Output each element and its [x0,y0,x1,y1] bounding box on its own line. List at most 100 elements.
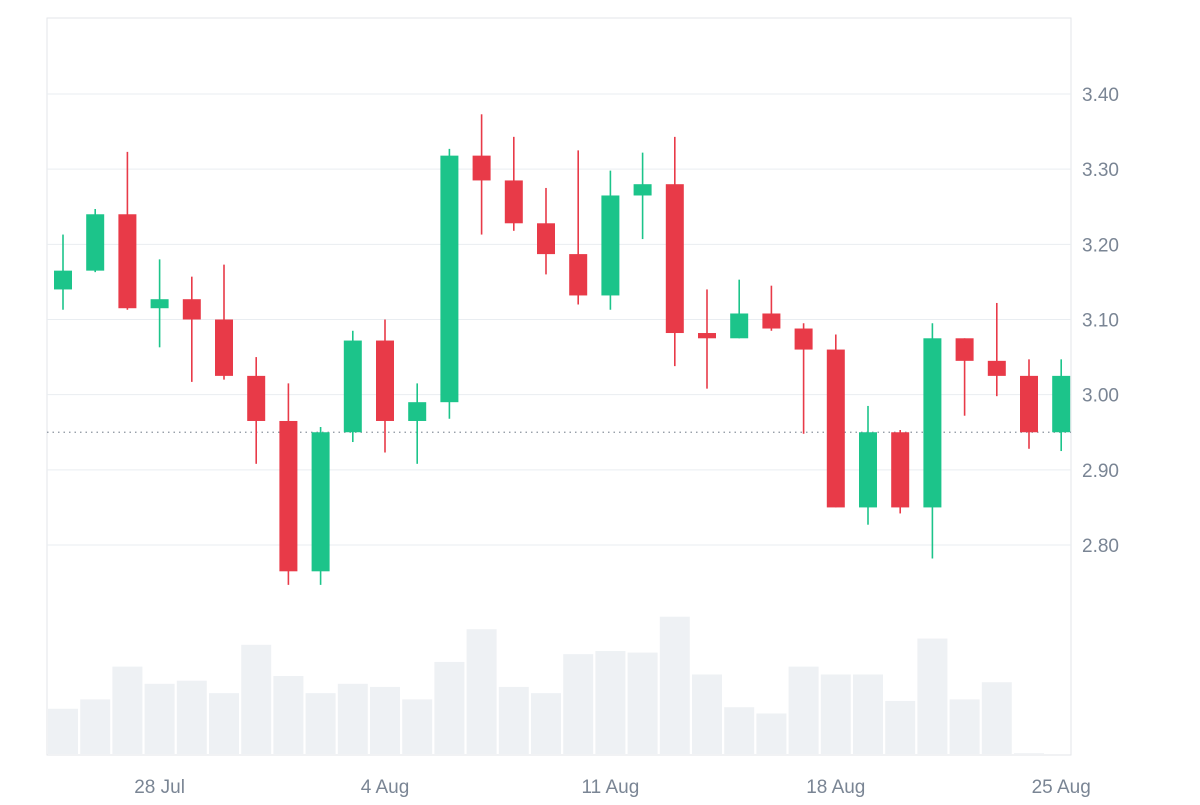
volume-bar [498,686,529,754]
candle [569,150,588,305]
candle-body [601,195,620,296]
volume-bar [981,682,1012,754]
candle [826,334,845,508]
volume-bar [466,629,497,754]
y-tick-label: 3.00 [1082,386,1119,407]
y-tick-label: 3.10 [1082,311,1119,332]
volume-bar [885,700,916,754]
candle-body [440,155,459,403]
candle [440,148,459,419]
candle-body [698,333,716,339]
volume-bar [1014,753,1044,754]
candle [762,285,781,331]
candle [408,383,427,464]
candle [923,323,942,559]
candle-body [311,432,330,572]
x-tick-label: 25 Aug [1032,777,1091,798]
candle [730,279,749,339]
x-axis: 28 Jul 4 Aug 11 Aug 18 Aug 25 Aug [134,777,1091,798]
candle [537,187,555,275]
candle-body [86,214,105,271]
candle [1020,359,1038,449]
candle-body [215,319,233,376]
candle-body [279,420,298,572]
candle-body [472,155,491,181]
volume-bar [176,680,207,754]
y-tick-label: 3.30 [1082,160,1119,181]
volume-bar [531,693,561,754]
volume-bar [241,644,272,754]
volume-bar [402,699,433,754]
candle [215,264,233,380]
candle-body [665,184,684,334]
candle-body [730,313,749,339]
volume-bar [853,674,883,754]
candle-body [891,432,910,508]
candle-body [955,338,974,361]
candle-body [1020,375,1038,433]
volume-bar [724,707,755,754]
candle [343,330,362,443]
candle [1052,359,1071,452]
volume-bar [692,674,722,754]
x-tick-label: 4 Aug [361,777,410,798]
candle [472,114,491,235]
candle [987,302,1006,397]
volume-bar [112,666,143,754]
candle-body [247,375,266,421]
candle [794,323,813,434]
volume-bar [756,713,787,754]
candle [955,338,974,416]
volume-bar [273,676,304,754]
plot-area [46,17,1072,756]
candle [247,357,266,464]
volume-bar [48,708,78,754]
candle [891,429,910,514]
x-tick-label: 11 Aug [582,777,640,798]
candle [150,259,169,348]
y-tick-label: 3.20 [1082,235,1119,256]
volume-bar [209,693,239,754]
candle-body [569,254,588,296]
volume-bar [80,699,111,754]
x-tick-label: 18 Aug [806,777,865,798]
candle [311,426,330,585]
volume-bar [917,638,948,754]
candle [698,289,716,389]
candle-body [118,214,137,309]
volume-series [48,616,1044,754]
candle-body [633,184,652,196]
volume-bar [949,699,980,754]
candle [665,136,684,367]
candle-body [408,402,427,421]
candle-body [54,270,72,290]
candle-body [376,340,394,421]
candle-body [923,338,942,508]
candle [504,136,523,231]
volume-bar [305,693,336,754]
candle-body [762,313,781,329]
candle-body [343,340,362,433]
candle-body [826,349,845,508]
candle-series [54,114,1071,585]
candle-body [504,180,523,224]
volume-bar [434,661,465,754]
volume-bar [820,674,851,754]
volume-bar [595,651,626,754]
y-tick-label: 2.90 [1082,461,1119,482]
volume-bar [370,686,400,754]
volume-bar [337,683,368,754]
volume-bar [627,652,658,754]
candle [118,151,137,310]
candle [376,319,394,453]
y-tick-label: 2.80 [1082,536,1119,557]
candle-body [182,299,201,320]
x-tick-label: 28 Jul [134,777,185,798]
volume-bar [788,666,819,754]
candle [279,383,298,585]
volume-bar [144,683,175,754]
candle-body [859,432,877,508]
candle [859,405,877,525]
